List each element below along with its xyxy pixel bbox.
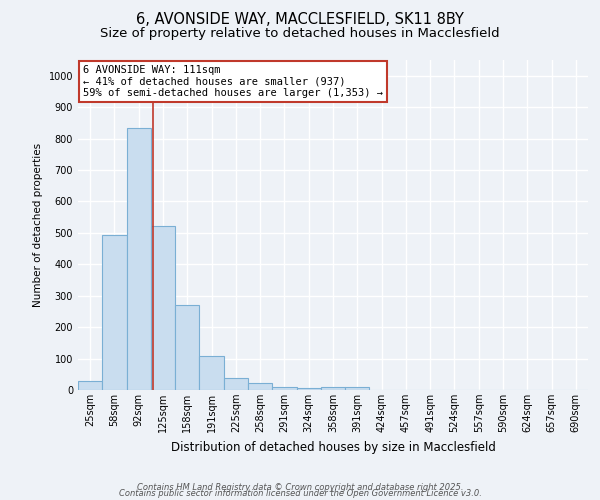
Bar <box>175 305 199 390</box>
Bar <box>296 388 321 390</box>
Y-axis label: Number of detached properties: Number of detached properties <box>33 143 43 307</box>
X-axis label: Distribution of detached houses by size in Macclesfield: Distribution of detached houses by size … <box>170 440 496 454</box>
Bar <box>102 236 127 390</box>
Text: Size of property relative to detached houses in Macclesfield: Size of property relative to detached ho… <box>100 28 500 40</box>
Text: Contains public sector information licensed under the Open Government Licence v3: Contains public sector information licen… <box>119 490 481 498</box>
Bar <box>78 381 102 390</box>
Bar <box>248 383 272 390</box>
Text: 6, AVONSIDE WAY, MACCLESFIELD, SK11 8BY: 6, AVONSIDE WAY, MACCLESFIELD, SK11 8BY <box>136 12 464 28</box>
Bar <box>151 226 175 390</box>
Text: 6 AVONSIDE WAY: 111sqm
← 41% of detached houses are smaller (937)
59% of semi-de: 6 AVONSIDE WAY: 111sqm ← 41% of detached… <box>83 65 383 98</box>
Bar <box>321 388 345 390</box>
Bar <box>224 378 248 390</box>
Bar <box>345 388 370 390</box>
Bar <box>127 128 151 390</box>
Bar <box>272 387 296 390</box>
Text: Contains HM Land Registry data © Crown copyright and database right 2025.: Contains HM Land Registry data © Crown c… <box>137 484 463 492</box>
Bar <box>199 356 224 390</box>
